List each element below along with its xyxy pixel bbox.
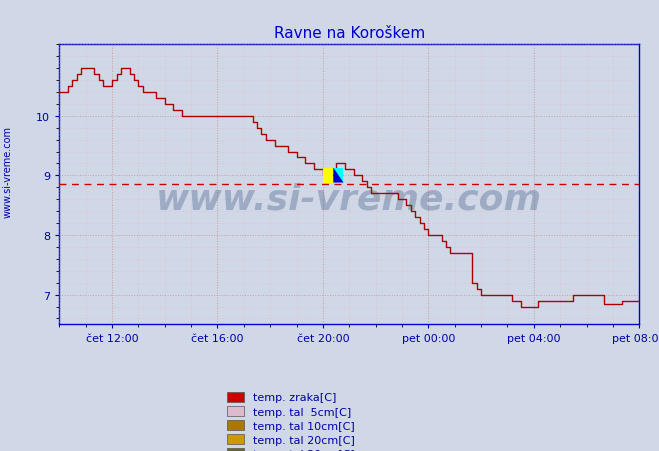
Text: www.si-vreme.com: www.si-vreme.com: [3, 125, 13, 217]
Title: Ravne na Koroškem: Ravne na Koroškem: [273, 26, 425, 41]
Bar: [323, 168, 333, 183]
Polygon shape: [333, 168, 343, 183]
Polygon shape: [333, 168, 343, 183]
Legend: temp. zraka[C], temp. tal  5cm[C], temp. tal 10cm[C], temp. tal 20cm[C], temp. t: temp. zraka[C], temp. tal 5cm[C], temp. …: [227, 392, 355, 451]
Text: www.si-vreme.com: www.si-vreme.com: [156, 182, 542, 216]
